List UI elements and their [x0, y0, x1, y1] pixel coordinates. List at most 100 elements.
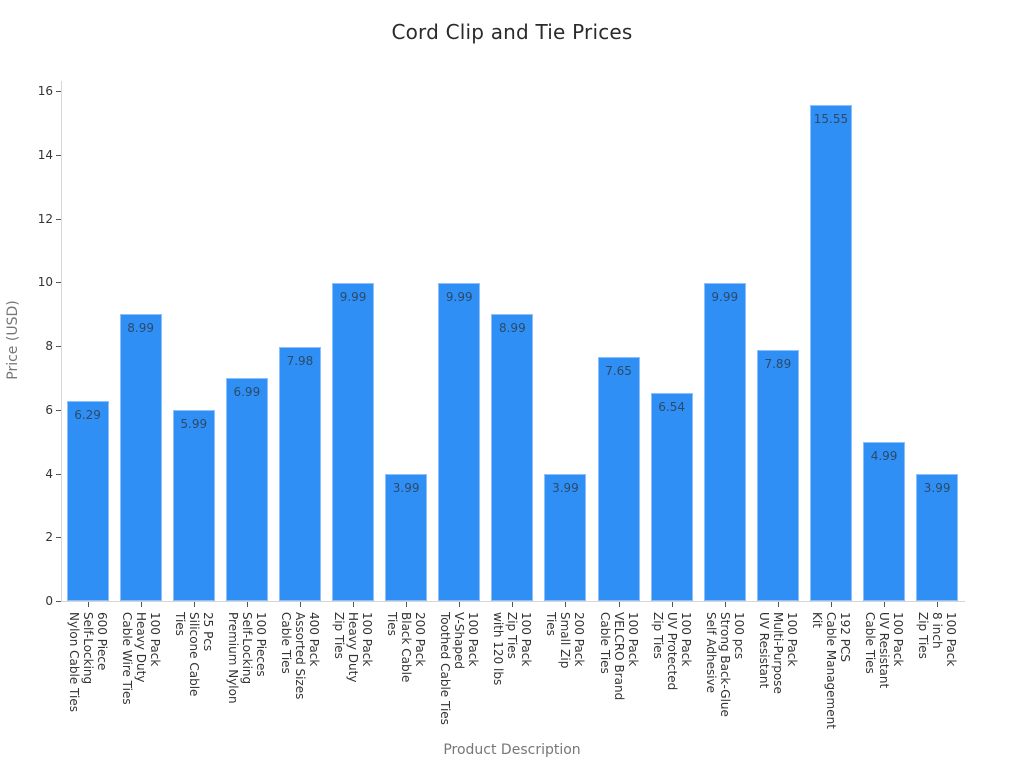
- x-tick-label-line: 200 Pack: [572, 612, 587, 667]
- x-tick-label: 100 Pack Heavy Duty Zip Ties: [332, 612, 374, 682]
- y-tick: 8: [0, 339, 61, 353]
- y-tick: 4: [0, 467, 61, 481]
- x-tick-label-line: Ties: [544, 612, 559, 636]
- x-tick-label-line: 100 Pack: [519, 612, 534, 667]
- bar[interactable]: 7.89: [756, 349, 799, 601]
- x-tick-label-line: Cable Ties: [597, 612, 612, 674]
- x-tick-label-line: Small Zip: [558, 612, 573, 669]
- bar[interactable]: 5.99: [172, 410, 215, 601]
- x-tick-mark: [778, 602, 779, 607]
- y-tick: 12: [0, 212, 61, 226]
- x-tick-mark: [353, 602, 354, 607]
- x-tick-label-line: 200 Pack: [413, 612, 428, 667]
- x-tick-label: 100 Pack V-Shaped Toothed Cable Ties: [438, 612, 480, 725]
- bar-value-label: 8.99: [127, 321, 154, 336]
- x-tick-label: 100 Pack Heavy Duty Cable Wire Ties: [120, 612, 162, 705]
- x-tick-label-line: 100 Pieces: [253, 612, 268, 677]
- y-tick: 0: [0, 594, 61, 608]
- x-tick-mark: [884, 602, 885, 607]
- y-tick-label: 14: [37, 147, 53, 162]
- x-tick-mark: [459, 602, 460, 607]
- x-tick-mark: [300, 602, 301, 607]
- y-tick-mark: [56, 218, 61, 220]
- x-tick-mark: [619, 602, 620, 607]
- x-tick-label-line: UV Resistant: [756, 612, 771, 689]
- x-tick-label-line: Zip Ties: [332, 612, 347, 659]
- x-tick-label: 100 Pieces Self-Locking Premium Nylon: [226, 612, 268, 704]
- bar[interactable]: 6.99: [225, 378, 268, 601]
- x-tick-label-line: Kit: [809, 612, 824, 628]
- bar[interactable]: 15.55: [809, 105, 852, 601]
- bar[interactable]: 7.65: [597, 357, 640, 601]
- x-tick-label-line: V-Shaped: [452, 612, 467, 670]
- bar-value-label: 6.29: [74, 407, 101, 422]
- x-tick-label-line: 100 Pack: [784, 612, 799, 667]
- x-tick-label: 100 Pack UV Resistant Cable Ties: [863, 612, 905, 688]
- bar[interactable]: 3.99: [544, 473, 587, 601]
- x-tick-label: 100 pcs Strong Back-Glue Self Adhesive: [704, 612, 746, 717]
- x-tick-label-line: Nylon Cable Ties: [66, 612, 81, 712]
- bar[interactable]: 8.99: [119, 314, 162, 601]
- x-tick-label-line: Cable Ties: [863, 612, 878, 674]
- bar[interactable]: 3.99: [916, 473, 959, 601]
- bar[interactable]: 9.99: [438, 282, 481, 601]
- x-tick-label: 400 Pack Assorted Sizes Cable Ties: [279, 612, 321, 699]
- y-axis-title: Price (USD): [5, 300, 21, 380]
- y-tick-mark: [56, 282, 61, 284]
- bar[interactable]: 8.99: [491, 314, 534, 601]
- x-tick-label: 100 Pack UV Protected Zip Ties: [651, 612, 693, 690]
- bar[interactable]: 9.99: [332, 282, 375, 601]
- x-tick-label-line: Ties: [385, 612, 400, 636]
- x-tick-mark: [565, 602, 566, 607]
- bar[interactable]: 4.99: [863, 441, 906, 601]
- bar-value-label: 6.54: [658, 399, 685, 414]
- y-tick-mark: [56, 537, 61, 539]
- bar[interactable]: 9.99: [703, 282, 746, 601]
- x-tick-label-line: 8 inch: [930, 612, 945, 649]
- x-tick-label: 600 Piece Self-Locking Nylon Cable Ties: [67, 612, 109, 712]
- bar-value-label: 4.99: [870, 448, 898, 463]
- x-tick-mark: [88, 602, 89, 607]
- x-tick-label-line: 25 Pcs: [200, 612, 215, 652]
- bar-value-label: 9.99: [711, 289, 739, 304]
- bar-value-label: 3.99: [552, 480, 579, 495]
- bar-value-label: 15.55: [813, 112, 849, 127]
- x-tick-label: 200 Pack Small Zip Ties: [544, 612, 586, 668]
- x-tick-label-line: Zip Ties: [505, 612, 520, 659]
- x-tick-label: 25 Pcs Silicone Cable Ties: [173, 612, 215, 696]
- x-tick-label-line: VELCRO Brand: [611, 612, 626, 701]
- y-tick: 16: [0, 84, 61, 98]
- x-tick-label: 100 Pack Zip Ties with 120 lbs: [491, 612, 533, 685]
- x-tick-label-line: Multi-Purpose: [770, 612, 785, 694]
- y-tick-mark: [56, 154, 61, 156]
- x-tick-label-line: 100 Pack: [466, 612, 481, 667]
- x-tick-mark: [937, 602, 938, 607]
- y-tick: 2: [0, 530, 61, 544]
- bar[interactable]: 6.54: [650, 392, 693, 601]
- x-tick-label-line: 100 Pack: [360, 612, 375, 667]
- bar[interactable]: 6.29: [66, 400, 109, 601]
- x-tick-mark: [141, 602, 142, 607]
- x-tick-label-line: 100 Pack: [625, 612, 640, 667]
- bar-value-label: 9.99: [339, 289, 367, 304]
- bar[interactable]: 3.99: [385, 473, 428, 601]
- x-tick-mark: [194, 602, 195, 607]
- x-tick-label-line: Heavy Duty: [133, 612, 148, 683]
- y-tick-mark: [56, 409, 61, 411]
- y-tick-label: 2: [45, 530, 53, 545]
- bar-value-label: 3.99: [923, 480, 951, 495]
- x-tick-label-line: Zip Ties: [916, 612, 931, 659]
- bar-value-label: 5.99: [180, 417, 208, 432]
- y-tick-mark: [56, 91, 61, 92]
- x-tick-label-line: Strong Back-Glue: [717, 612, 732, 717]
- bar-value-label: 6.99: [233, 385, 261, 400]
- x-tick-label: 100 Pack Multi-Purpose UV Resistant: [757, 612, 799, 694]
- bar-value-label: 8.99: [498, 321, 526, 336]
- x-tick-label-line: Ties: [172, 612, 187, 636]
- x-tick-label-line: 192 PCS: [837, 612, 852, 662]
- y-tick-label: 12: [37, 211, 53, 226]
- bar[interactable]: 7.98: [278, 346, 321, 601]
- x-tick-label-line: Cable Management: [823, 612, 838, 729]
- y-tick-label: 10: [37, 275, 53, 290]
- x-tick-mark: [247, 602, 248, 607]
